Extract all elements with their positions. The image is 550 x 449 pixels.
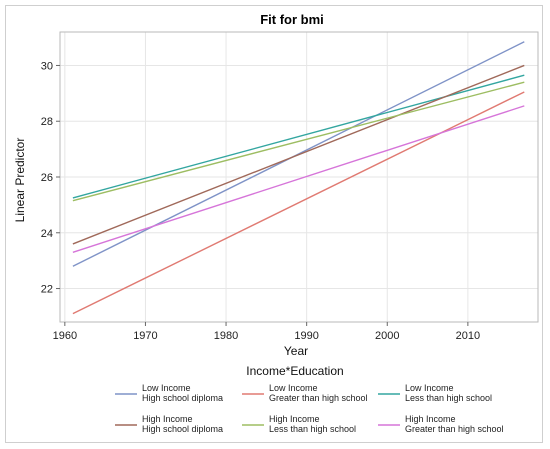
legend-label-line2: High school diploma bbox=[142, 393, 223, 403]
legend-title: Income*Education bbox=[246, 364, 343, 378]
legend-label-line1: High Income bbox=[269, 414, 320, 424]
y-tick-label: 24 bbox=[41, 228, 53, 240]
grid bbox=[60, 32, 538, 322]
chart-title: Fit for bmi bbox=[260, 12, 324, 27]
series-line-4 bbox=[72, 81, 525, 202]
legend-label-line1: Low Income bbox=[142, 383, 191, 393]
y-tick-label: 22 bbox=[41, 284, 53, 296]
y-tick-label: 28 bbox=[41, 116, 53, 128]
legend-label-line2: Less than high school bbox=[269, 424, 356, 434]
chart-frame bbox=[5, 5, 543, 443]
legend-label-line2: High school diploma bbox=[142, 424, 223, 434]
y-tick-label: 26 bbox=[41, 172, 53, 184]
y-tick-label: 30 bbox=[41, 60, 53, 72]
legend-label-line1: Low Income bbox=[405, 383, 454, 393]
series-line-5 bbox=[72, 105, 525, 253]
series-lines bbox=[72, 41, 525, 315]
x-tick-label: 1970 bbox=[133, 330, 157, 342]
series-line-3 bbox=[72, 64, 525, 245]
legend-label-line2: Greater than high school bbox=[405, 424, 504, 434]
legend-label-line1: Low Income bbox=[269, 383, 318, 393]
legend-label-line1: High Income bbox=[142, 414, 193, 424]
legend-label-line2: Less than high school bbox=[405, 393, 492, 403]
x-axis-label: Year bbox=[284, 344, 308, 358]
series-line-1 bbox=[72, 91, 525, 315]
x-tick-label: 2000 bbox=[375, 330, 399, 342]
legend-label-line2: Greater than high school bbox=[269, 393, 368, 403]
x-axis-ticks: 1960 1970 1980 1990 2000 2010 bbox=[53, 322, 480, 342]
y-axis-ticks: 22 24 26 28 30 bbox=[41, 60, 60, 296]
legend-label-line1: High Income bbox=[405, 414, 456, 424]
x-tick-label: 1980 bbox=[214, 330, 238, 342]
x-tick-label: 1960 bbox=[53, 330, 77, 342]
x-tick-label: 2010 bbox=[456, 330, 480, 342]
x-tick-label: 1990 bbox=[294, 330, 318, 342]
y-axis-label: Linear Predictor bbox=[13, 138, 27, 223]
